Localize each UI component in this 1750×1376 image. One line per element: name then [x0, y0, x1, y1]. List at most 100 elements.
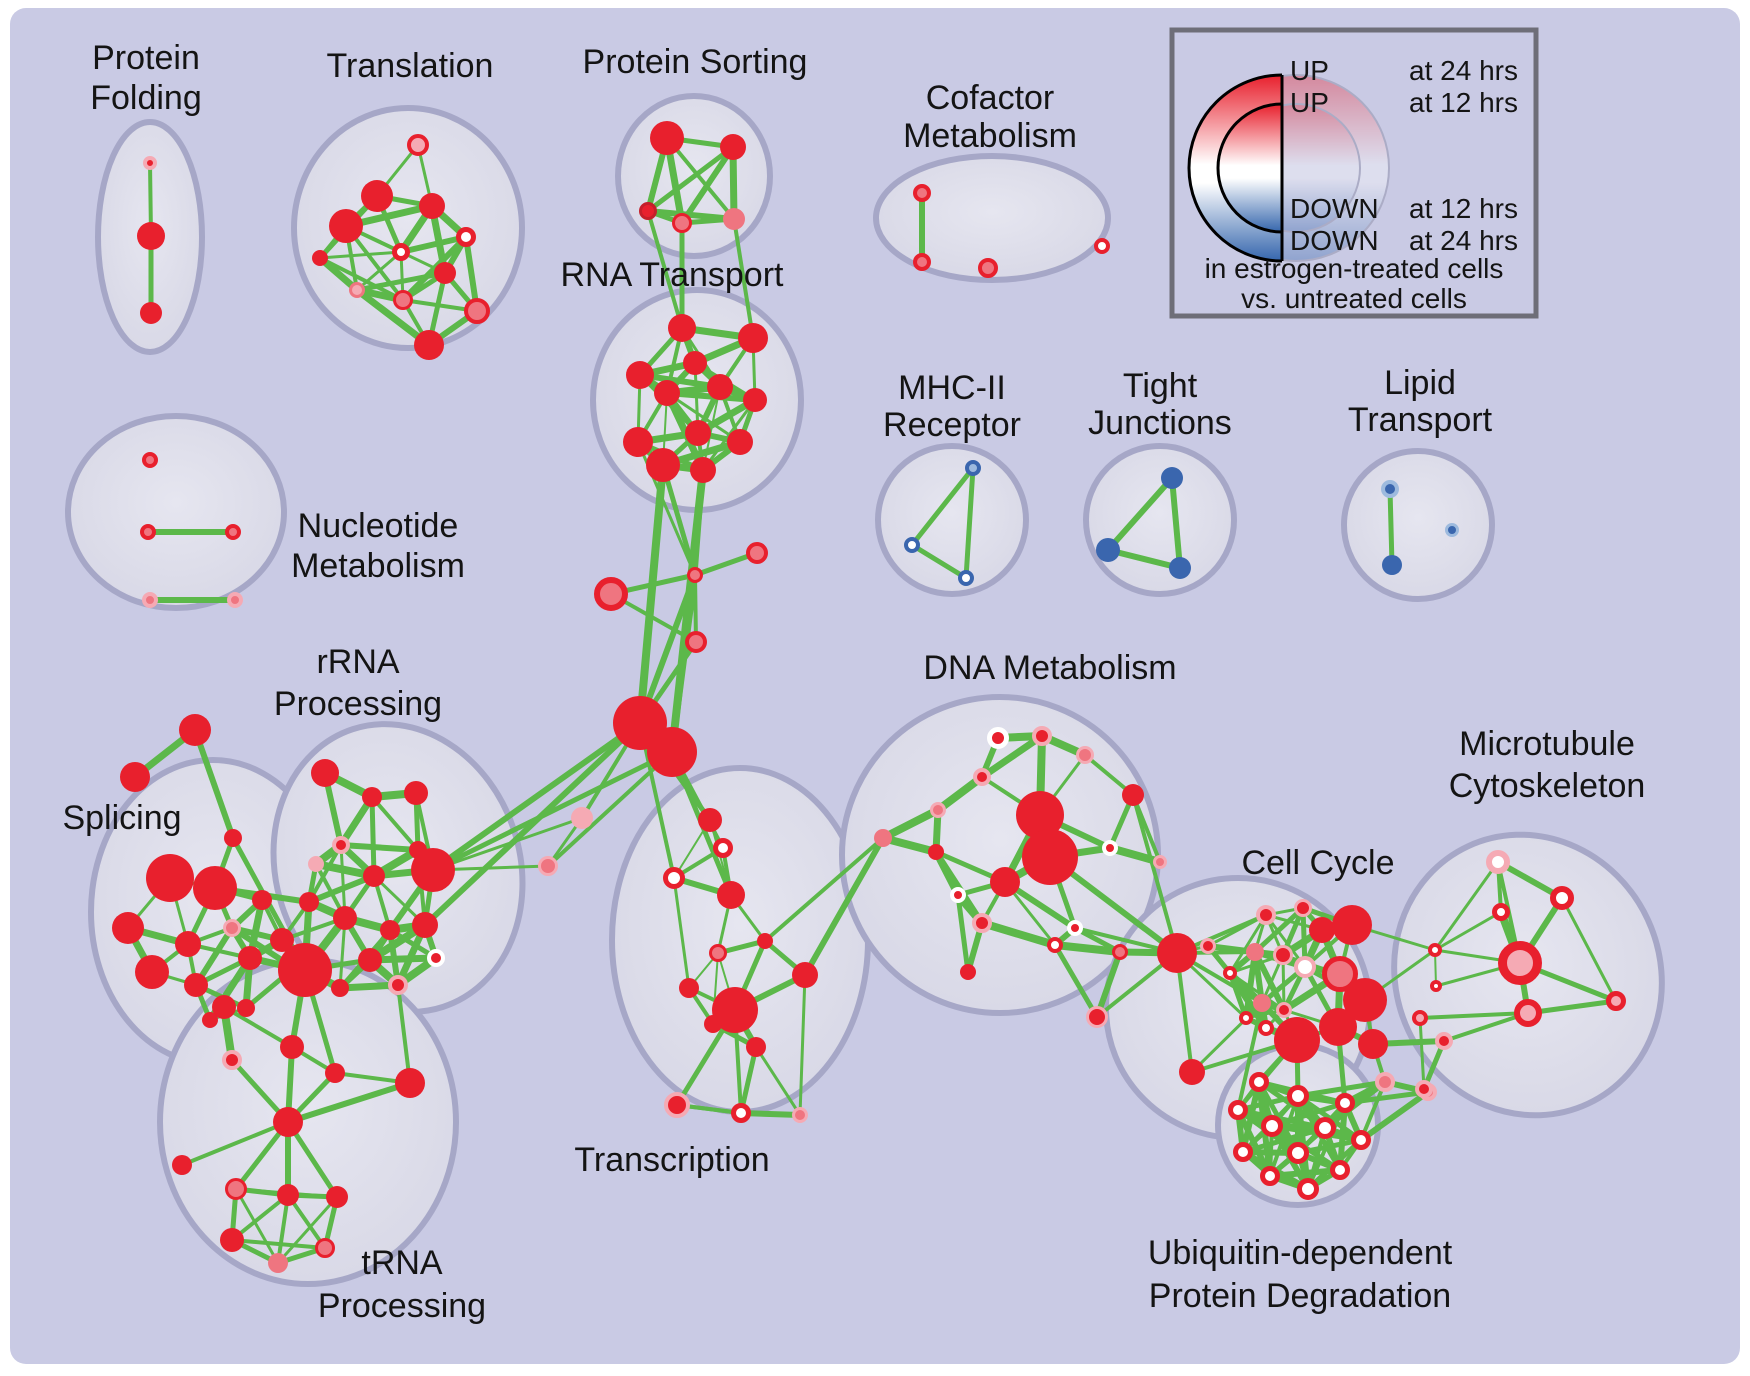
network-node	[1086, 1006, 1108, 1028]
cluster-label-rna-transport: RNA Transport	[561, 256, 785, 294]
cluster-nodes-trna-processing	[172, 1035, 425, 1273]
network-edge	[692, 467, 706, 578]
network-node	[978, 258, 998, 278]
network-node	[1258, 1020, 1274, 1036]
network-edge	[879, 806, 942, 842]
network-node	[277, 1184, 299, 1206]
network-edge	[430, 749, 675, 873]
network-node	[707, 374, 733, 400]
network-node	[1445, 523, 1459, 537]
network-edge	[636, 461, 667, 727]
network-edge	[307, 843, 343, 904]
network-node	[731, 1103, 751, 1123]
network-node	[1157, 933, 1197, 973]
network-node	[626, 361, 654, 389]
network-node	[349, 282, 365, 298]
network-node	[363, 865, 385, 887]
network-edge	[802, 835, 886, 978]
legend-time-0: at 24 hrs	[1409, 55, 1518, 86]
network-node	[212, 995, 236, 1019]
network-edge	[645, 144, 736, 214]
network-node	[395, 1068, 425, 1098]
cluster-label-ubiquitin: Ubiquitin-dependent Protein Degradation	[1148, 1234, 1453, 1315]
network-node	[668, 314, 696, 342]
network-node	[950, 887, 966, 903]
network-node	[958, 570, 974, 586]
network-node	[1223, 966, 1237, 980]
network-edge	[978, 732, 1046, 781]
network-node	[464, 298, 490, 324]
network-node	[987, 727, 1009, 749]
cluster-nodes-protein-folding	[137, 156, 165, 324]
network-edge	[1433, 860, 1500, 952]
network-node	[120, 762, 150, 792]
network-node	[928, 844, 944, 860]
network-edge	[1525, 998, 1619, 1016]
network-node	[222, 1050, 242, 1070]
cluster-label-trna-processing: tRNA Processing	[318, 1244, 486, 1325]
cluster-nodes-protein-sorting	[639, 121, 746, 233]
network-node	[1161, 467, 1183, 489]
network-node	[1381, 480, 1399, 498]
network-node	[1239, 1011, 1253, 1025]
network-node	[690, 457, 716, 483]
network-node	[1200, 938, 1216, 954]
cluster-labels: Protein Folding Translation Protein Sorting…	[62, 39, 1645, 1325]
network-node	[1260, 1166, 1280, 1186]
network-node	[223, 919, 241, 937]
network-node	[973, 768, 991, 786]
network-edge	[1442, 1011, 1530, 1043]
cluster-nodes-cell-cycle	[1179, 899, 1388, 1085]
network-node	[594, 577, 628, 611]
network-edge	[934, 773, 986, 814]
network-node	[757, 933, 773, 949]
network-edge	[1131, 793, 1179, 955]
network-node	[623, 427, 653, 457]
network-node	[913, 184, 931, 202]
network-edge	[276, 1193, 290, 1265]
network-edge	[672, 876, 691, 990]
legend-glyph-saturated	[1187, 73, 1282, 263]
network-node	[723, 208, 745, 230]
network-node	[1094, 238, 1110, 254]
network-node	[1274, 1017, 1320, 1063]
network-node	[1169, 557, 1191, 579]
network-node	[388, 975, 408, 995]
network-node	[1351, 1130, 1371, 1150]
network-edge	[230, 1238, 327, 1250]
network-edge	[1433, 910, 1503, 952]
network-node	[1096, 538, 1120, 562]
legend-time-1: at 12 hrs	[1409, 87, 1518, 118]
network-node	[333, 906, 357, 930]
network-edge	[422, 720, 643, 928]
cluster-nodes-free-triangle	[120, 714, 242, 847]
cluster-ellipse-cofactor-metabolism	[873, 153, 1111, 283]
network-node	[1314, 1117, 1336, 1139]
network-node	[874, 829, 892, 847]
network-edge	[1418, 1011, 1530, 1020]
legend-term-2: DOWN	[1290, 193, 1379, 224]
network-node	[202, 1012, 218, 1028]
network-node	[654, 380, 680, 406]
legend-term-0: UP	[1290, 55, 1329, 86]
network-node	[1330, 1160, 1350, 1180]
network-node	[1412, 1010, 1428, 1026]
network-node	[175, 931, 201, 957]
network-node	[704, 1015, 722, 1033]
network-node	[904, 537, 920, 553]
network-node	[434, 262, 456, 284]
network-edge	[276, 1195, 339, 1265]
cluster-ellipse-mhc2-receptor	[875, 443, 1029, 597]
cluster-label-nucleotide-metabolism: Nucleotide Metabolism	[291, 507, 465, 585]
network-node	[650, 121, 684, 155]
network-node	[140, 302, 162, 324]
network-edge	[370, 795, 420, 852]
network-node	[1179, 1059, 1205, 1085]
network-edge	[798, 973, 807, 1117]
network-nodes	[112, 121, 1626, 1273]
network-node	[1486, 850, 1510, 874]
network-edge	[738, 1044, 759, 1116]
cluster-ellipse-lipid-transport	[1341, 448, 1495, 602]
network-node	[380, 920, 400, 940]
